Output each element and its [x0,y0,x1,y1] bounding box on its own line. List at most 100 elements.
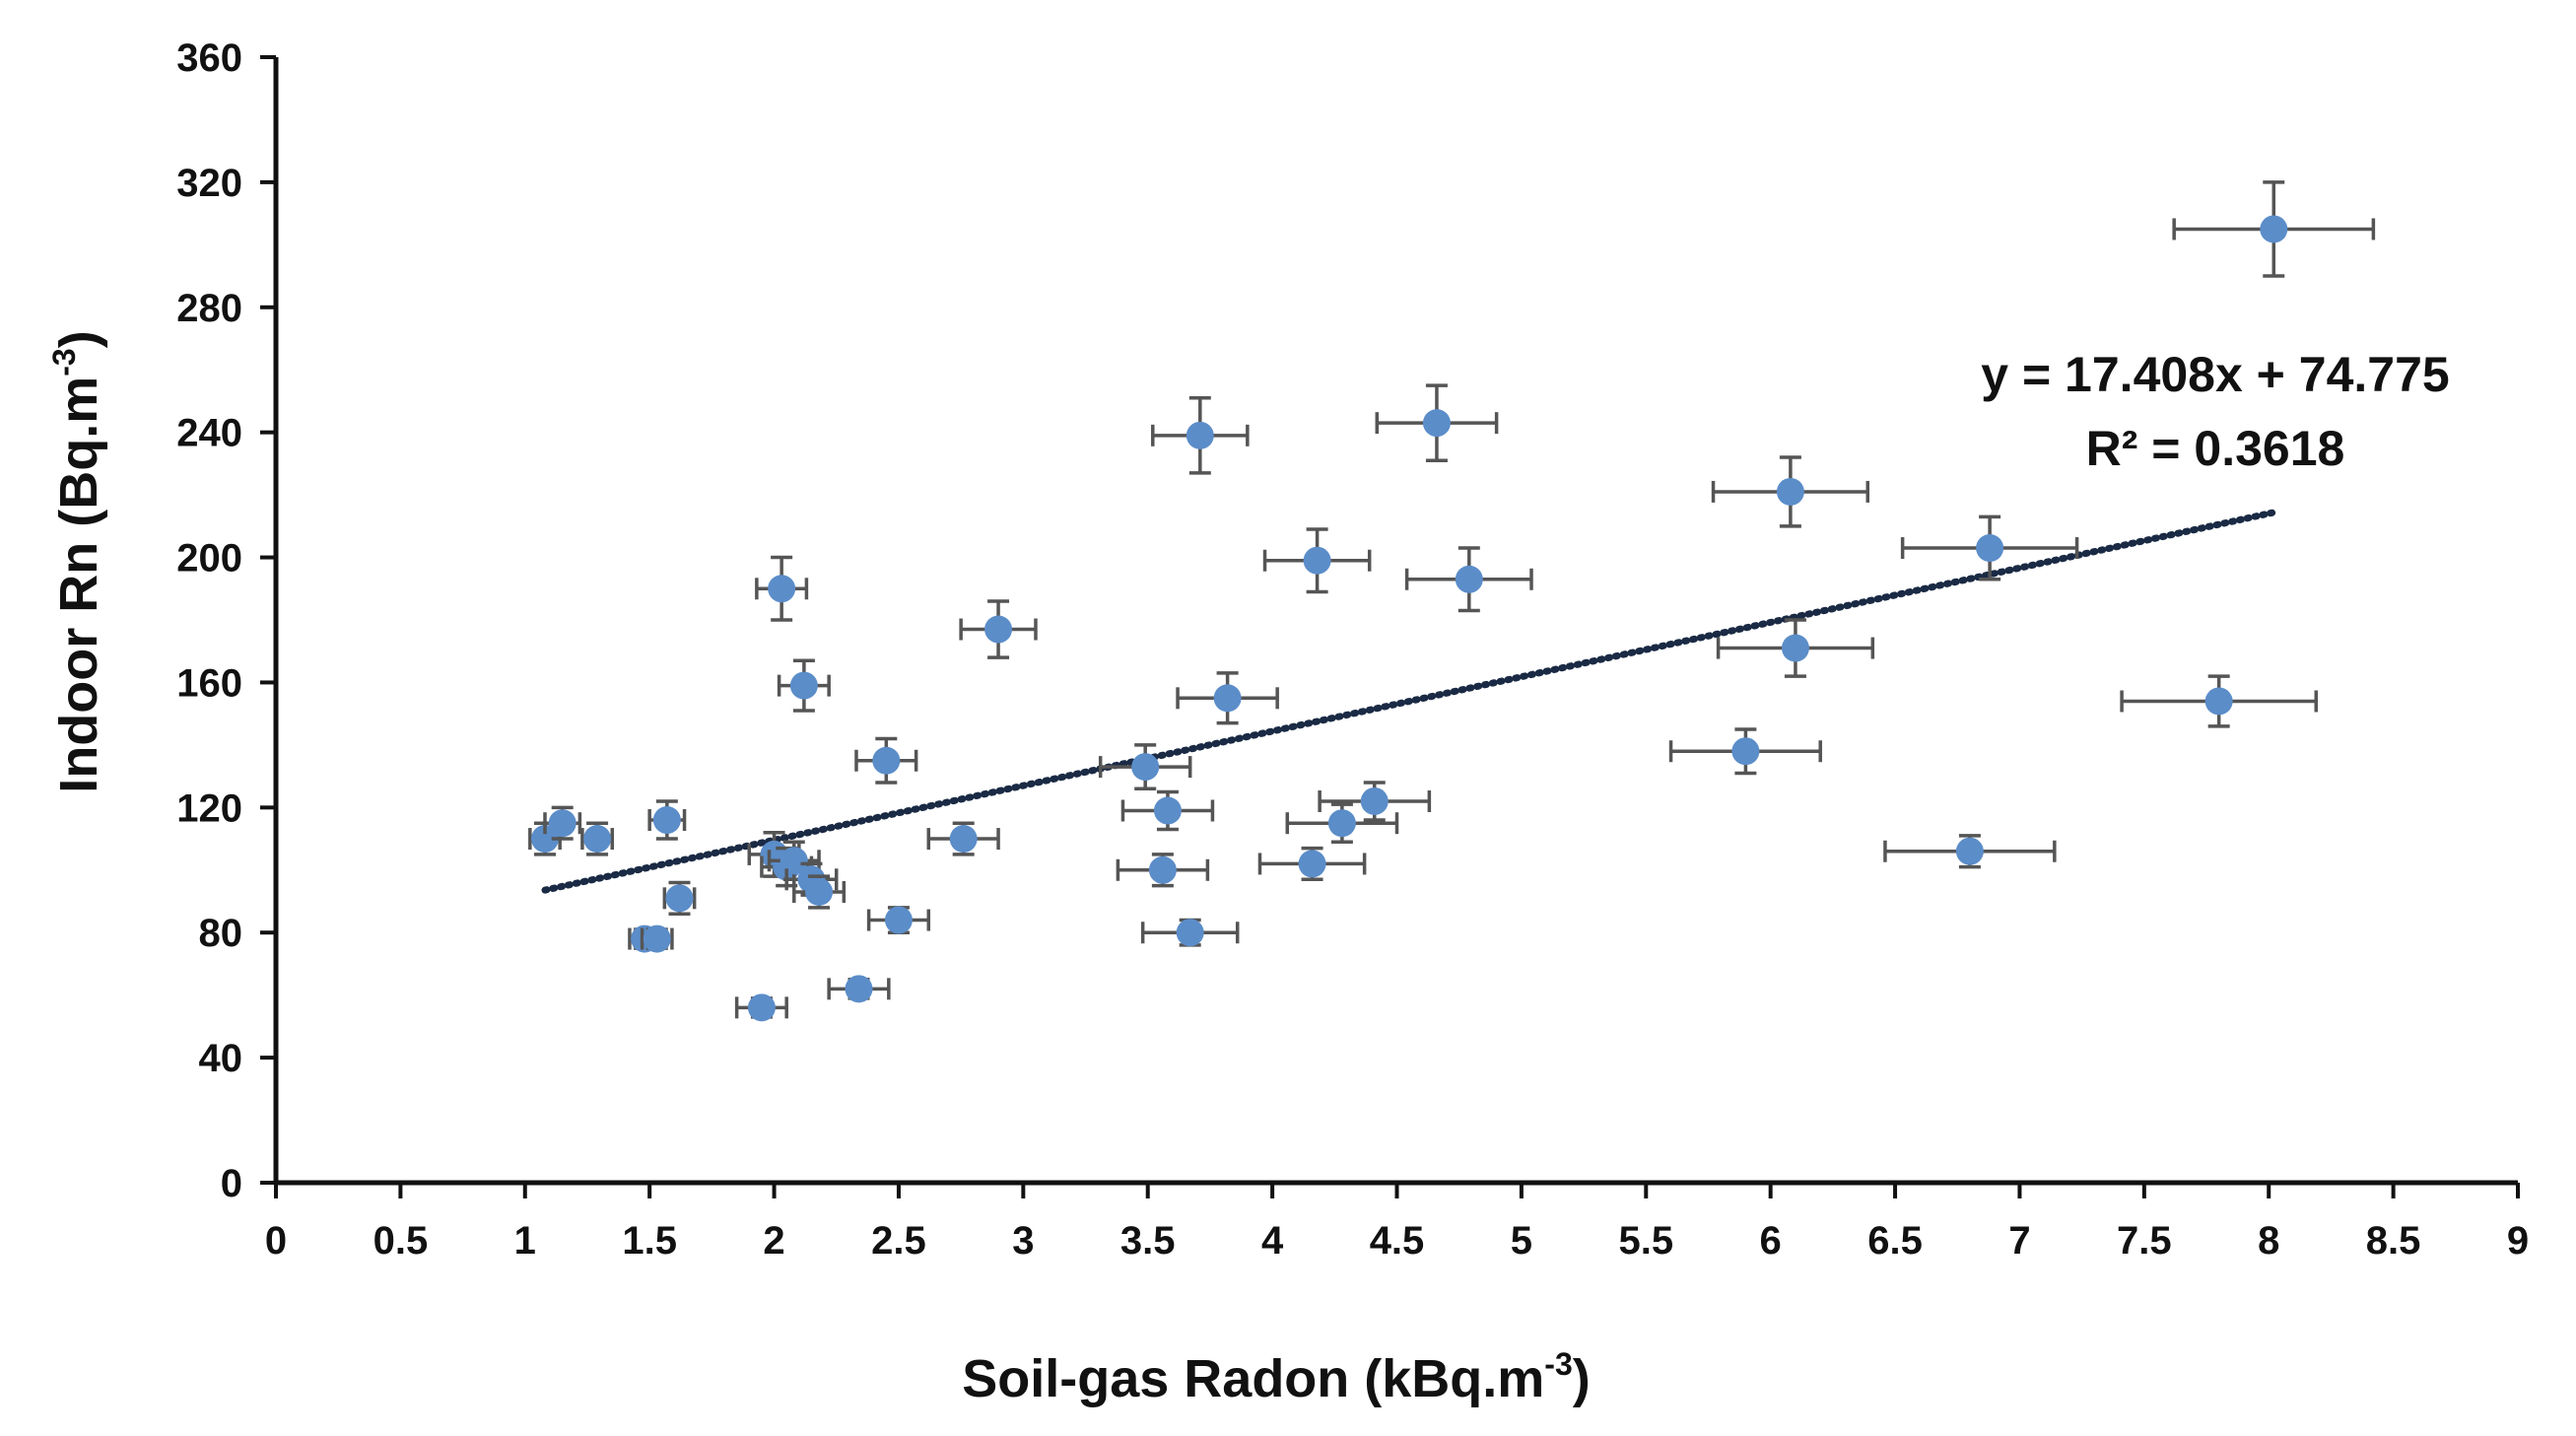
data-point [1151,396,1250,475]
trendline-equation: y = 17.408x + 74.775 [1981,347,2449,402]
point-marker [665,884,694,913]
x-tick-label: 8.5 [2366,1219,2421,1263]
data-point [777,658,831,713]
data-points [528,180,2376,1022]
point-marker [1303,546,1331,575]
x-tick-label: 5.5 [1618,1219,1673,1263]
x-tick-label: 9 [2507,1219,2529,1263]
point-marker [1955,837,1984,865]
x-tick-label: 1 [514,1219,536,1263]
r-squared-label: R² = 0.3618 [2086,421,2345,476]
data-point [959,599,1038,659]
y-tick-label: 240 [176,412,242,455]
point-marker [805,877,834,906]
data-point [1257,846,1367,882]
data-point [1120,789,1215,832]
point-marker [1186,421,1214,449]
data-point [1668,727,1822,776]
point-marker [949,825,978,854]
data-point [1375,383,1499,462]
point-marker [845,975,873,1003]
y-tick-label: 160 [176,661,242,705]
point-marker [1176,919,1204,947]
x-tick-label: 4.5 [1370,1219,1425,1263]
data-point [647,799,687,841]
point-marker [1731,737,1760,766]
data-point [755,555,809,622]
data-point [734,993,788,1022]
point-marker [2204,687,2233,716]
data-point [640,924,674,953]
point-marker [780,847,808,875]
x-axis-title: Soil-gas Radon (kBq.m-3) [962,1346,1590,1408]
point-marker [643,924,671,953]
point-marker [1131,753,1160,782]
point-marker [583,825,612,854]
data-point [866,906,931,934]
y-tick-label: 280 [176,287,242,330]
x-tick-label: 6 [1760,1219,1782,1263]
data-point [827,975,891,1003]
data-point [1318,781,1432,822]
trendline [541,509,2277,894]
data-point [1176,671,1279,725]
data-point [792,874,847,910]
y-tick-label: 120 [176,786,242,830]
point-marker [1976,534,2004,563]
point-marker [747,993,776,1022]
data-point [662,880,697,916]
point-marker [789,671,818,700]
data-point [926,821,1000,856]
data-point [1140,918,1240,947]
x-tick-label: 0 [265,1219,287,1263]
point-marker [984,615,1013,644]
x-tick-label: 2 [763,1219,784,1263]
point-marker [1153,796,1182,825]
x-tick-label: 8 [2258,1219,2279,1263]
point-marker [548,809,576,838]
y-tick-label: 320 [176,162,242,205]
point-marker [1781,634,1809,662]
y-axis-title: Indoor Rn (Bq.m-3) [46,330,108,792]
y-tick-label: 40 [199,1037,243,1080]
point-marker [884,906,913,934]
x-tick-label: 1.5 [622,1219,677,1263]
x-tick-label: 3.5 [1120,1219,1176,1263]
point-marker [1455,565,1483,593]
point-marker [652,806,681,835]
x-tick-label: 6.5 [1867,1219,1923,1263]
x-tick-label: 7.5 [2117,1219,2172,1263]
data-point [1098,743,1192,791]
y-tick-label: 0 [221,1162,242,1205]
data-point [1883,834,2057,869]
y-axis-ticks: 0 40 80 120 160 200 240 280 320 360 [176,36,276,1205]
data-point [854,736,918,785]
x-tick-label: 7 [2008,1219,2030,1263]
data-point [543,805,582,841]
point-marker [2260,215,2288,243]
x-tick-label: 2.5 [871,1219,926,1263]
point-marker [768,575,796,603]
data-point [2120,674,2318,728]
point-marker [1213,684,1242,713]
point-marker [1422,409,1451,438]
point-marker [872,746,901,775]
x-tick-label: 3 [1012,1219,1034,1263]
y-tick-label: 80 [199,912,243,955]
data-point [1404,546,1533,613]
x-tick-label: 4 [1261,1219,1284,1263]
x-axis-ticks: 0 0.5 1 1.5 2 2.5 3 3.5 4 4.5 5 5.5 6 6.5 7 7.5 8 8.5 9 [265,1183,2529,1263]
data-point [1711,455,1869,528]
point-marker [1360,786,1389,815]
data-point [1262,527,1372,594]
data-point [1900,514,2079,581]
point-marker [1298,850,1326,878]
data-point [1116,853,1210,888]
data-point [2172,180,2376,278]
data-point [1285,802,1399,844]
x-tick-label: 5 [1511,1219,1532,1263]
point-marker [1776,477,1804,506]
y-tick-label: 200 [176,537,242,581]
point-marker [1327,809,1356,838]
